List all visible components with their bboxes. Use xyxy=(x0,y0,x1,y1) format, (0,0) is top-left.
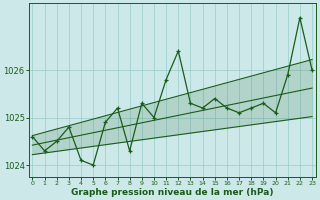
X-axis label: Graphe pression niveau de la mer (hPa): Graphe pression niveau de la mer (hPa) xyxy=(71,188,274,197)
